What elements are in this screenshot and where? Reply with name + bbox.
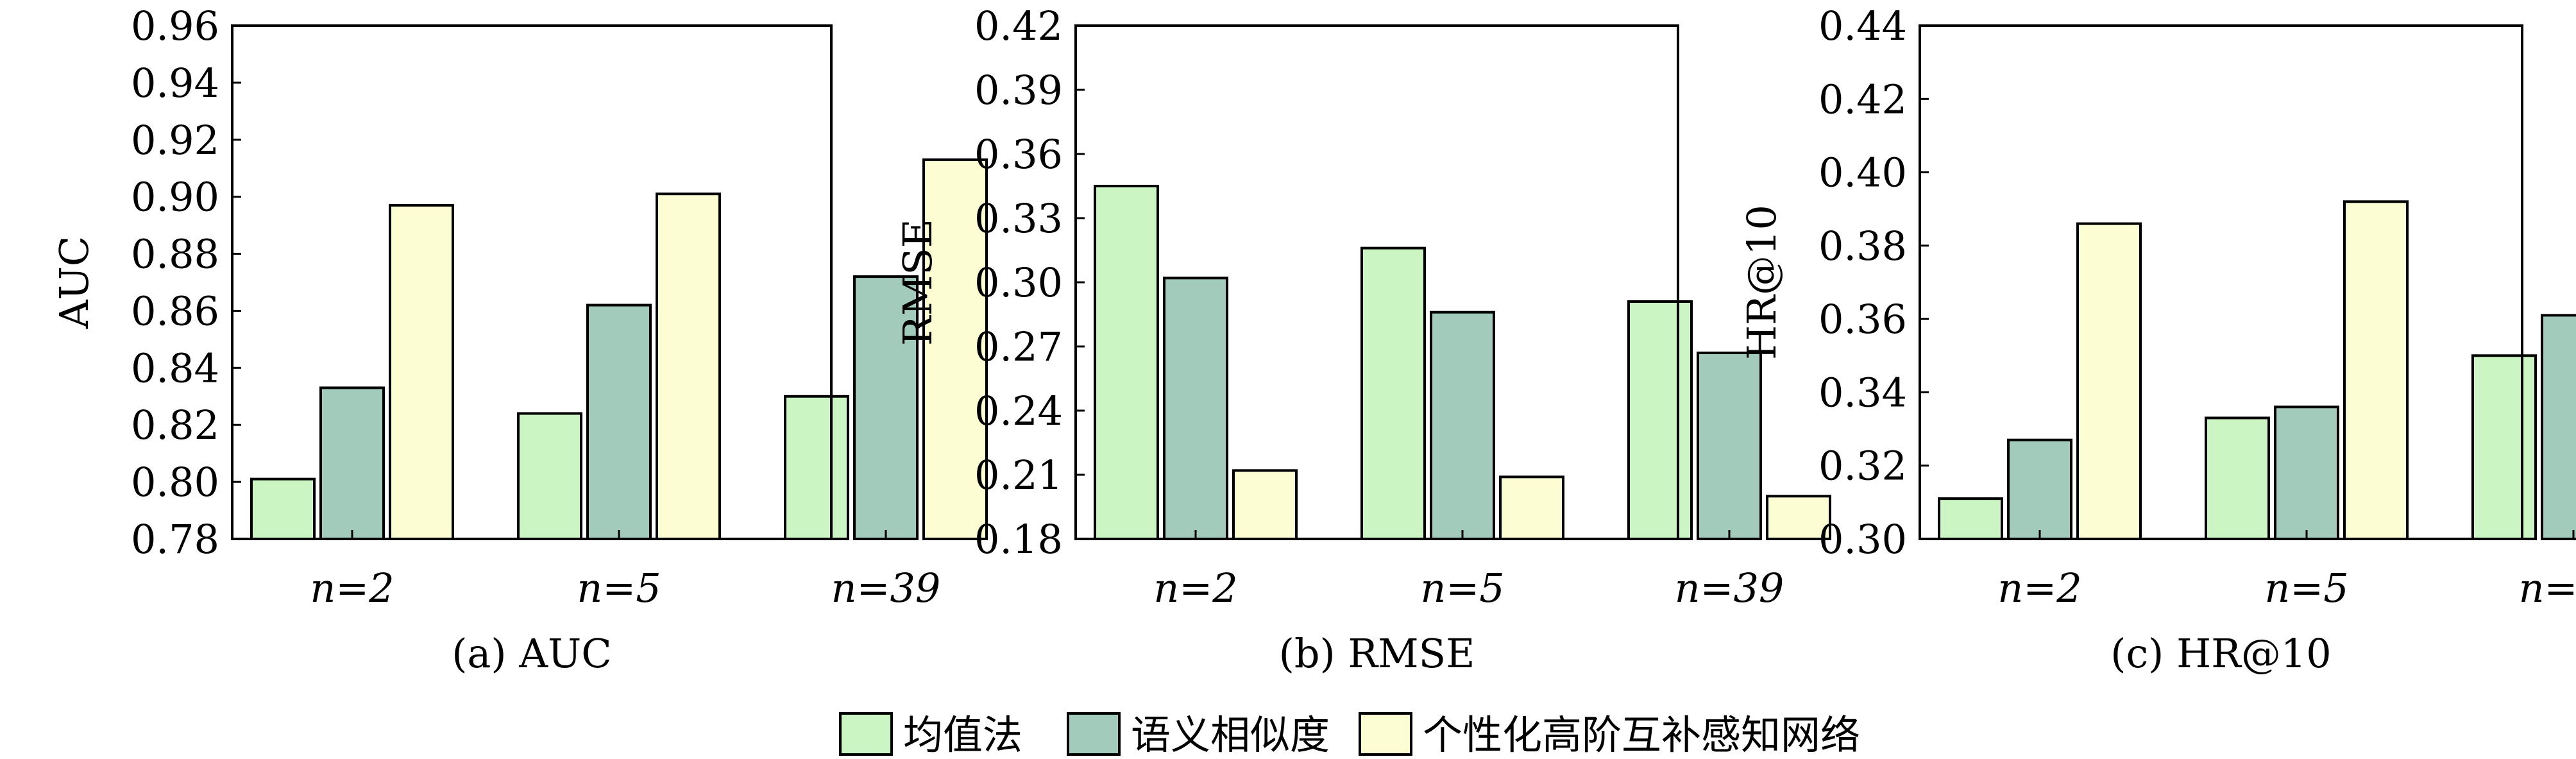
bar-3-n5 xyxy=(2343,200,2409,540)
bar-3-n5 xyxy=(1499,475,1564,540)
y-tick-label: 0.36 xyxy=(974,131,1063,178)
y-tick-label: 0.24 xyxy=(974,388,1063,434)
x-category-label: n=39 xyxy=(831,565,941,611)
bar-1-n39 xyxy=(784,395,849,540)
chart-panel-3: 0.30 0.32 0.34 0.36 0.38 0.40 0.42 0.44 n=2 n=5 n=… xyxy=(1738,3,2576,677)
bar-3-n2 xyxy=(1232,469,1298,540)
panel-caption: (b) RMSE xyxy=(1279,630,1475,677)
y-tick-label: 0.30 xyxy=(1818,516,1907,563)
chart-panel-1: 0.78 0.80 0.82 0.84 0.86 0.88 0.90 0.92 0.94 0.96… xyxy=(51,3,988,677)
bar-2-n5 xyxy=(586,303,652,540)
y-tick-label: 0.44 xyxy=(1818,3,1907,49)
legend-swatch-2 xyxy=(1067,712,1121,756)
y-tick-label: 0.27 xyxy=(974,323,1063,370)
bar-2-n2 xyxy=(319,386,385,541)
bar-2-n39 xyxy=(853,275,919,540)
y-tick-label: 0.80 xyxy=(131,459,219,506)
y-tick-label: 0.42 xyxy=(974,3,1063,49)
y-tick-label: 0.21 xyxy=(974,452,1063,499)
bar-1-n5 xyxy=(517,412,582,541)
legend-swatch-3 xyxy=(1359,712,1412,756)
x-category-label: n=5 xyxy=(577,565,661,611)
legend-label-1: 均值法 xyxy=(903,712,1022,758)
legend-label-3: 个性化高阶互补感知网络 xyxy=(1423,712,1860,758)
y-tick-label: 0.88 xyxy=(131,231,219,278)
y-tick-label: 0.96 xyxy=(131,3,219,49)
y-axis-label: AUC xyxy=(51,236,97,329)
y-tick-label: 0.42 xyxy=(1818,76,1907,123)
y-tick-label: 0.38 xyxy=(1818,223,1907,269)
x-category-label: n=39 xyxy=(1675,565,1784,611)
y-tick-label: 0.36 xyxy=(1818,296,1907,343)
x-category-label: n=5 xyxy=(1420,565,1504,611)
bar-3-n2 xyxy=(389,204,454,540)
bar-3-n2 xyxy=(2076,222,2142,540)
bar-3-n39 xyxy=(1766,495,1831,540)
x-category-label: n=39 xyxy=(2519,565,2576,611)
bar-3-n39 xyxy=(922,158,988,540)
bar-1-n39 xyxy=(2471,354,2537,540)
x-category-label: n=2 xyxy=(1997,565,2081,611)
bar-1-n5 xyxy=(2205,416,2270,541)
y-tick-label: 0.94 xyxy=(131,60,219,107)
plot-frame xyxy=(1074,24,1679,540)
legend-swatch-1 xyxy=(839,712,893,756)
bar-3-n5 xyxy=(656,192,721,540)
legend: 均值法 语义相似度 个性化高阶互补感知网络 xyxy=(839,712,1860,758)
y-tick-label: 0.18 xyxy=(974,516,1063,563)
x-category-label: n=5 xyxy=(2264,565,2348,611)
plot-frame xyxy=(1919,24,2523,540)
y-tick-label: 0.39 xyxy=(974,67,1063,114)
bar-1-n2 xyxy=(1094,185,1159,540)
legend-label-2: 语义相似度 xyxy=(1131,712,1330,758)
bar-2-n39 xyxy=(2541,314,2576,540)
y-tick-label: 0.78 xyxy=(131,516,219,563)
plot-frame xyxy=(231,24,833,540)
y-tick-label: 0.32 xyxy=(1818,443,1907,490)
bar-2-n5 xyxy=(1430,311,1495,540)
bar-2-n5 xyxy=(2274,405,2339,540)
panel-caption: (a) AUC xyxy=(452,630,612,677)
x-category-label: n=2 xyxy=(310,565,394,611)
y-tick-label: 0.86 xyxy=(131,287,219,334)
bar-1-n5 xyxy=(1360,246,1426,540)
y-tick-label: 0.92 xyxy=(131,117,219,164)
y-tick-label: 0.33 xyxy=(974,195,1063,242)
y-tick-label: 0.82 xyxy=(131,402,219,448)
x-category-label: n=2 xyxy=(1153,565,1237,611)
y-tick-label: 0.90 xyxy=(131,174,219,221)
y-tick-label: 0.84 xyxy=(131,345,219,391)
bar-2-n39 xyxy=(1697,352,1762,540)
bar-1-n2 xyxy=(250,477,316,541)
y-tick-label: 0.34 xyxy=(1818,369,1907,416)
panel-caption: (c) HR@10 xyxy=(2110,630,2331,677)
y-tick-label: 0.40 xyxy=(1818,149,1907,196)
bar-1-n39 xyxy=(1627,300,1693,540)
y-axis-label: RMSE xyxy=(894,219,941,346)
bar-2-n2 xyxy=(1163,277,1228,540)
y-tick-label: 0.30 xyxy=(974,259,1063,306)
bar-1-n2 xyxy=(1938,497,2003,541)
bar-2-n2 xyxy=(2007,438,2072,541)
chart-panel-2: 0.18 0.21 0.24 0.27 0.30 0.33 0.36 0.39 0.42 n=2 n… xyxy=(894,3,1831,677)
y-axis-label: HR@10 xyxy=(1738,205,1785,360)
